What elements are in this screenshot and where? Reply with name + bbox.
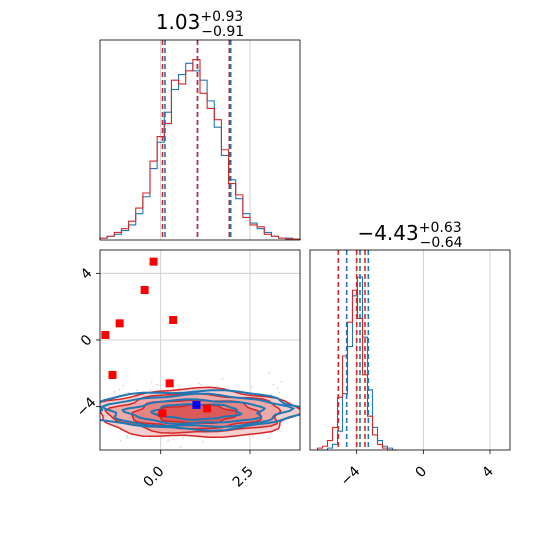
joint-blue-marker [192,401,201,409]
joint-sample-point [122,384,125,387]
joint-red-marker-7 [203,404,212,413]
joint-sample-point [149,388,152,391]
param2-title-base: −4.43 [357,221,418,245]
joint-sample-point [200,383,202,386]
param1-title-sub: −0.91 [201,24,244,40]
joint-sample-point [278,391,280,394]
joint-sample-point [197,382,200,385]
param1-grid [160,40,251,240]
joint-sample-point [268,372,270,375]
joint-blue-contour-0 [100,389,300,432]
joint-sample-point [62,417,64,419]
joint-blue-contours [100,389,300,432]
joint-y-ticks: 4 0 −4 [74,265,100,420]
joint-sample-point [167,439,169,442]
param1-hist-series [99,58,301,240]
joint-sample-point [98,418,100,420]
joint-sample-point [216,385,219,388]
joint-blue-contour-3 [150,403,243,421]
param1-frame [99,39,301,241]
param1-hist-red [99,58,301,240]
joint-sample-point [113,390,116,393]
joint-frame [99,249,301,451]
param1-histogram-panel: 1.03+0.93 −0.91 [99,9,301,241]
joint-red-marker-8 [158,409,167,418]
param1-title-base: 1.03 [156,10,201,34]
joint-sample-point [280,381,283,383]
joint-red-marker-4 [101,331,110,339]
joint-markers [101,257,212,418]
joint-sample-point [349,411,351,413]
joint-red-marker-1 [140,286,149,294]
param2-frame [309,249,511,451]
param2-x-tick-label-2: 4 [479,463,497,481]
joint-sample-point [268,437,271,440]
joint-sample-point [201,440,204,443]
joint-red-marker-0 [149,257,158,266]
joint-sample-point [149,438,152,441]
param2-hist-red [316,289,398,451]
joint-sample-point [179,446,182,449]
joint-sample-point [182,469,184,471]
param2-grid [356,250,491,450]
param1-title: 1.03+0.93 −0.91 [156,9,244,40]
joint-y-tick-label-2: −4 [74,394,100,420]
param2-title-sup: +0.63 [419,220,462,236]
joint-y-tick-label-1: 0 [78,332,96,350]
joint-red-marker-6 [165,379,174,388]
param2-x-ticks: −4 0 4 [338,450,497,489]
joint-sample-point [126,434,129,437]
joint-sample-point [0,394,2,396]
param2-title: −4.43+0.63 −0.64 [357,220,462,251]
param2-quantile-lines [337,250,370,450]
joint-x-tick-label-0: 0.0 [140,464,167,491]
joint-red-marker-5 [108,371,117,379]
joint-sample-point [182,437,185,440]
joint-sample-point [125,436,128,439]
joint-sample-point [251,435,254,438]
joint-sample-point [150,381,153,384]
joint-sample-point [97,408,99,410]
joint-sample-point [127,391,130,394]
param2-histogram-panel: −4.43+0.63 −0.64 −4 0 4 [309,220,511,489]
joint-panel: 0.0 2.5 4 0 −4 [0,249,351,491]
joint-x-tick-label-1: 2.5 [230,464,257,491]
joint-red-marker-2 [169,316,178,324]
joint-sample-point [250,385,253,388]
joint-sample-point [272,383,275,386]
joint-red-marker-3 [115,319,124,328]
joint-sample-point [276,387,279,390]
param2-title-sub: −0.64 [420,235,463,251]
param1-title-sup: +0.93 [200,9,243,25]
joint-blue-contour-2 [121,398,267,425]
joint-sample-point [221,378,224,381]
joint-y-tick-label-0: 4 [78,265,96,283]
joint-sample-point [172,438,175,441]
joint-blue-contour-1 [101,392,296,428]
joint-sample-point [177,387,180,389]
joint-sample-point [156,383,158,386]
joint-sample-point [119,439,122,442]
param2-x-tick-label-1: 0 [413,464,431,482]
joint-sample-point [136,388,139,391]
joint-sample-point [118,388,121,391]
param1-quantile-lines [161,40,232,240]
joint-x-ticks: 0.0 2.5 [140,450,257,491]
param2-x-tick-label-0: −4 [338,463,364,489]
param2-hist-series [316,276,398,451]
